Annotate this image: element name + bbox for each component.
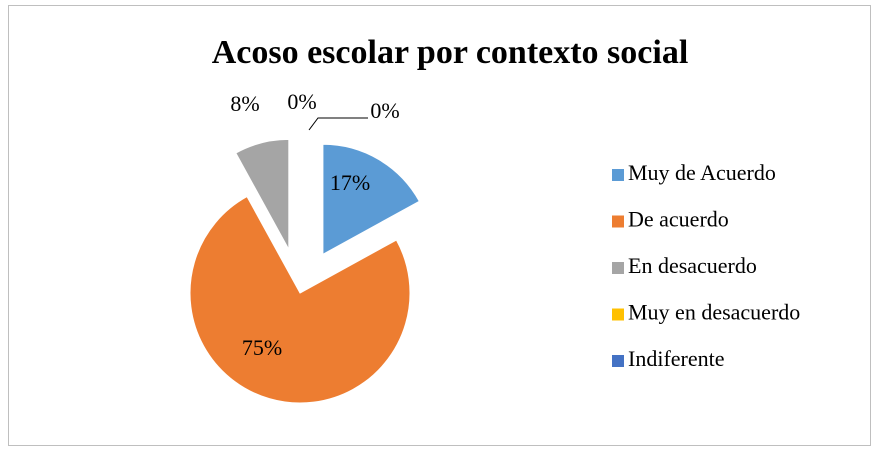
legend-swatch <box>612 308 624 321</box>
chart-title: Acoso escolar por contexto social <box>212 34 689 71</box>
data-label: 17% <box>330 170 370 195</box>
chart-frame <box>8 5 871 446</box>
legend-swatch <box>612 262 624 274</box>
data-label: 0% <box>370 98 399 123</box>
legend-swatch <box>612 169 624 181</box>
legend-swatch <box>612 215 624 228</box>
data-label: 8% <box>230 91 259 116</box>
pie-slice <box>235 138 290 250</box>
legend-label: De acuerdo <box>628 207 729 232</box>
pie-slice <box>322 143 420 256</box>
legend-label: Muy de Acuerdo <box>628 160 776 185</box>
data-label: 75% <box>242 335 282 360</box>
pie-slice <box>189 195 411 404</box>
legend-label: En desacuerdo <box>628 253 757 278</box>
legend-label: Muy en desacuerdo <box>628 300 800 325</box>
leader-line <box>308 117 368 131</box>
legend-swatch <box>612 355 624 367</box>
legend-label: Indiferente <box>628 346 725 371</box>
data-label: 0% <box>287 89 316 114</box>
